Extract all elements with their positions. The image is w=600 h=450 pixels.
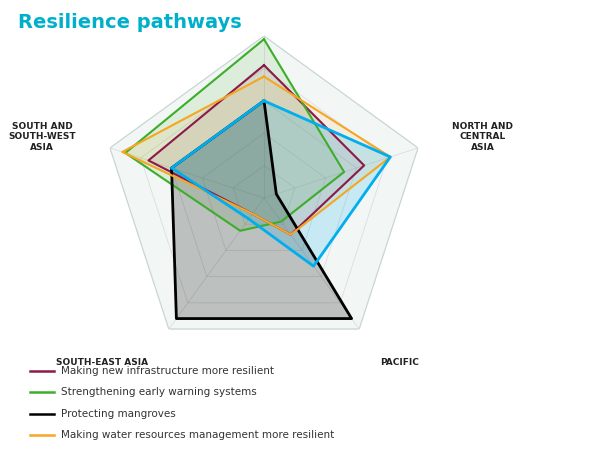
Text: SOUTH-EAST ASIA: SOUTH-EAST ASIA	[56, 358, 148, 367]
Polygon shape	[110, 36, 418, 329]
Text: Resilience pathways: Resilience pathways	[18, 14, 242, 32]
Polygon shape	[122, 76, 391, 235]
Text: NORTH AND
CENTRAL
ASIA: NORTH AND CENTRAL ASIA	[452, 122, 513, 152]
Text: Making water resources management more resilient: Making water resources management more r…	[61, 430, 334, 440]
Text: SOUTH AND
SOUTH-WEST
ASIA: SOUTH AND SOUTH-WEST ASIA	[8, 122, 76, 152]
Polygon shape	[172, 101, 391, 266]
Text: Strengthening early warning systems: Strengthening early warning systems	[61, 387, 257, 397]
Polygon shape	[125, 39, 344, 231]
Text: PACIFIC: PACIFIC	[380, 358, 419, 367]
Text: Protecting mangroves: Protecting mangroves	[61, 409, 176, 419]
Polygon shape	[172, 101, 352, 319]
Text: Making new infrastructure more resilient: Making new infrastructure more resilient	[61, 366, 274, 376]
Polygon shape	[148, 65, 364, 235]
